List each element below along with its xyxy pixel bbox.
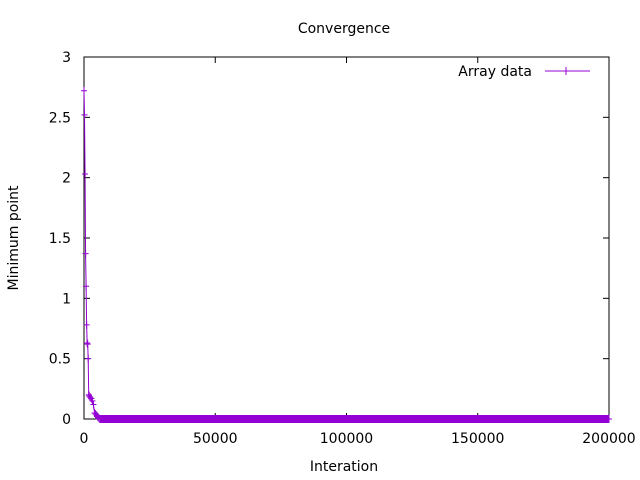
data-point-marker (102, 415, 108, 423)
data-point-marker (83, 282, 90, 291)
x-tick-label: 100000 (320, 431, 373, 447)
y-tick-label: 0 (62, 412, 71, 428)
data-point-marker (133, 415, 140, 423)
x-tick-label: 50000 (193, 431, 238, 447)
y-tick-label: 1.5 (49, 231, 71, 247)
y-axis-label: Minimum point (6, 185, 22, 291)
series-line-array-data (83, 90, 609, 420)
chart-title: Convergence (298, 21, 390, 37)
data-point-marker (107, 415, 114, 423)
data-point-marker (291, 415, 297, 423)
data-point-marker (606, 415, 612, 423)
data-point-marker (553, 415, 560, 423)
data-point-marker (85, 354, 92, 363)
x-tick-label: 150000 (451, 431, 504, 447)
legend-marker-array-data (563, 67, 569, 75)
series-layer (81, 86, 612, 423)
axis-ticks: 0 0.5 1 1.5 2 2.5 3 0 50000 100000 150000 200000 (49, 50, 636, 447)
data-point-marker (82, 170, 89, 179)
data-point-marker (89, 396, 96, 405)
data-point-marker (83, 320, 90, 329)
x-tick-label: 0 (80, 431, 89, 447)
dense-marker-band (99, 415, 609, 423)
data-point-marker (501, 415, 507, 423)
legend: Array data (458, 64, 590, 80)
y-tick-label: 0.5 (49, 352, 71, 368)
data-point-marker (186, 415, 192, 423)
data-point-marker (82, 249, 89, 258)
data-point-marker (90, 400, 97, 409)
data-point-marker (448, 415, 455, 423)
legend-label-array-data: Array data (458, 64, 532, 80)
data-point-marker (84, 338, 91, 347)
x-tick-label: 200000 (582, 431, 635, 447)
y-tick-label: 3 (62, 50, 71, 66)
y-tick-label: 2.5 (49, 110, 71, 126)
data-point-marker (238, 415, 245, 423)
data-point-marker (396, 415, 402, 423)
y-tick-label: 1 (62, 291, 71, 307)
x-axis-label: Interation (310, 459, 378, 475)
data-point-marker (81, 110, 88, 119)
plot-frame (83, 56, 610, 420)
data-point-marker (84, 340, 91, 349)
data-point-marker (81, 86, 87, 95)
data-point-marker (343, 415, 350, 423)
y-tick-label: 2 (62, 171, 71, 187)
